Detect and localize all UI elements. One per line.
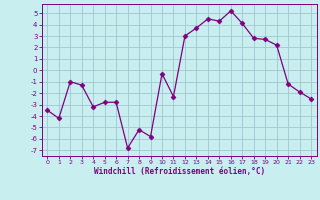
X-axis label: Windchill (Refroidissement éolien,°C): Windchill (Refroidissement éolien,°C) — [94, 167, 265, 176]
